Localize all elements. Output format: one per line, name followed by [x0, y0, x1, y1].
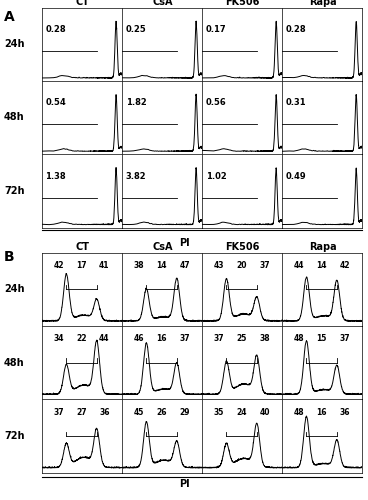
Text: 36: 36	[99, 408, 110, 417]
Title: Rapa: Rapa	[309, 0, 336, 6]
Text: 44: 44	[294, 261, 304, 270]
Text: 0.31: 0.31	[286, 98, 306, 108]
Text: 14: 14	[316, 261, 327, 270]
Text: 37: 37	[53, 408, 64, 417]
Text: 0.17: 0.17	[206, 25, 226, 34]
Text: 16: 16	[156, 334, 167, 344]
Text: 42: 42	[339, 261, 350, 270]
Text: 72h: 72h	[4, 431, 25, 441]
Text: 26: 26	[156, 408, 167, 417]
Text: 38: 38	[133, 261, 144, 270]
Text: 46: 46	[134, 334, 144, 344]
Title: CsA: CsA	[152, 0, 173, 6]
Text: 41: 41	[99, 261, 110, 270]
Text: 3.82: 3.82	[125, 172, 146, 180]
Title: CT: CT	[75, 242, 89, 252]
Title: CT: CT	[75, 0, 89, 6]
Text: 37: 37	[213, 334, 224, 344]
Text: B: B	[4, 250, 14, 264]
Text: 44: 44	[99, 334, 110, 344]
Text: 27: 27	[76, 408, 87, 417]
Text: 20: 20	[236, 261, 247, 270]
Text: 14: 14	[156, 261, 167, 270]
Text: 36: 36	[339, 408, 350, 417]
Text: 72h: 72h	[4, 186, 25, 196]
Text: 40: 40	[259, 408, 270, 417]
Text: 24h: 24h	[4, 284, 25, 294]
Text: 0.28: 0.28	[286, 25, 306, 34]
Text: 37: 37	[339, 334, 350, 344]
Text: 34: 34	[53, 334, 64, 344]
Text: 48h: 48h	[4, 358, 25, 368]
Text: 47: 47	[179, 261, 190, 270]
Text: 42: 42	[53, 261, 64, 270]
Text: 22: 22	[76, 334, 87, 344]
Text: 48: 48	[293, 408, 304, 417]
Title: FK506: FK506	[225, 0, 259, 6]
Text: A: A	[4, 10, 14, 24]
Text: 37: 37	[259, 261, 270, 270]
Text: 35: 35	[214, 408, 224, 417]
Text: 16: 16	[316, 408, 327, 417]
Text: 15: 15	[316, 334, 327, 344]
Text: PI: PI	[179, 238, 189, 248]
Text: 0.56: 0.56	[206, 98, 226, 108]
Text: 29: 29	[179, 408, 190, 417]
Title: CsA: CsA	[152, 242, 173, 252]
Text: 0.54: 0.54	[46, 98, 66, 108]
Text: PI: PI	[179, 479, 189, 489]
Text: 24h: 24h	[4, 39, 25, 49]
Text: 1.02: 1.02	[206, 172, 226, 180]
Text: 1.82: 1.82	[125, 98, 146, 108]
Text: 37: 37	[179, 334, 190, 344]
Text: 17: 17	[76, 261, 87, 270]
Text: 25: 25	[236, 334, 247, 344]
Text: 45: 45	[134, 408, 144, 417]
Text: 0.49: 0.49	[286, 172, 306, 180]
Text: 43: 43	[213, 261, 224, 270]
Text: 48: 48	[293, 334, 304, 344]
Text: 38: 38	[259, 334, 270, 344]
Text: 1.38: 1.38	[46, 172, 66, 180]
Text: 48h: 48h	[4, 112, 25, 122]
Text: 0.25: 0.25	[125, 25, 146, 34]
Text: 0.28: 0.28	[46, 25, 66, 34]
Title: FK506: FK506	[225, 242, 259, 252]
Title: Rapa: Rapa	[309, 242, 336, 252]
Text: 24: 24	[236, 408, 247, 417]
